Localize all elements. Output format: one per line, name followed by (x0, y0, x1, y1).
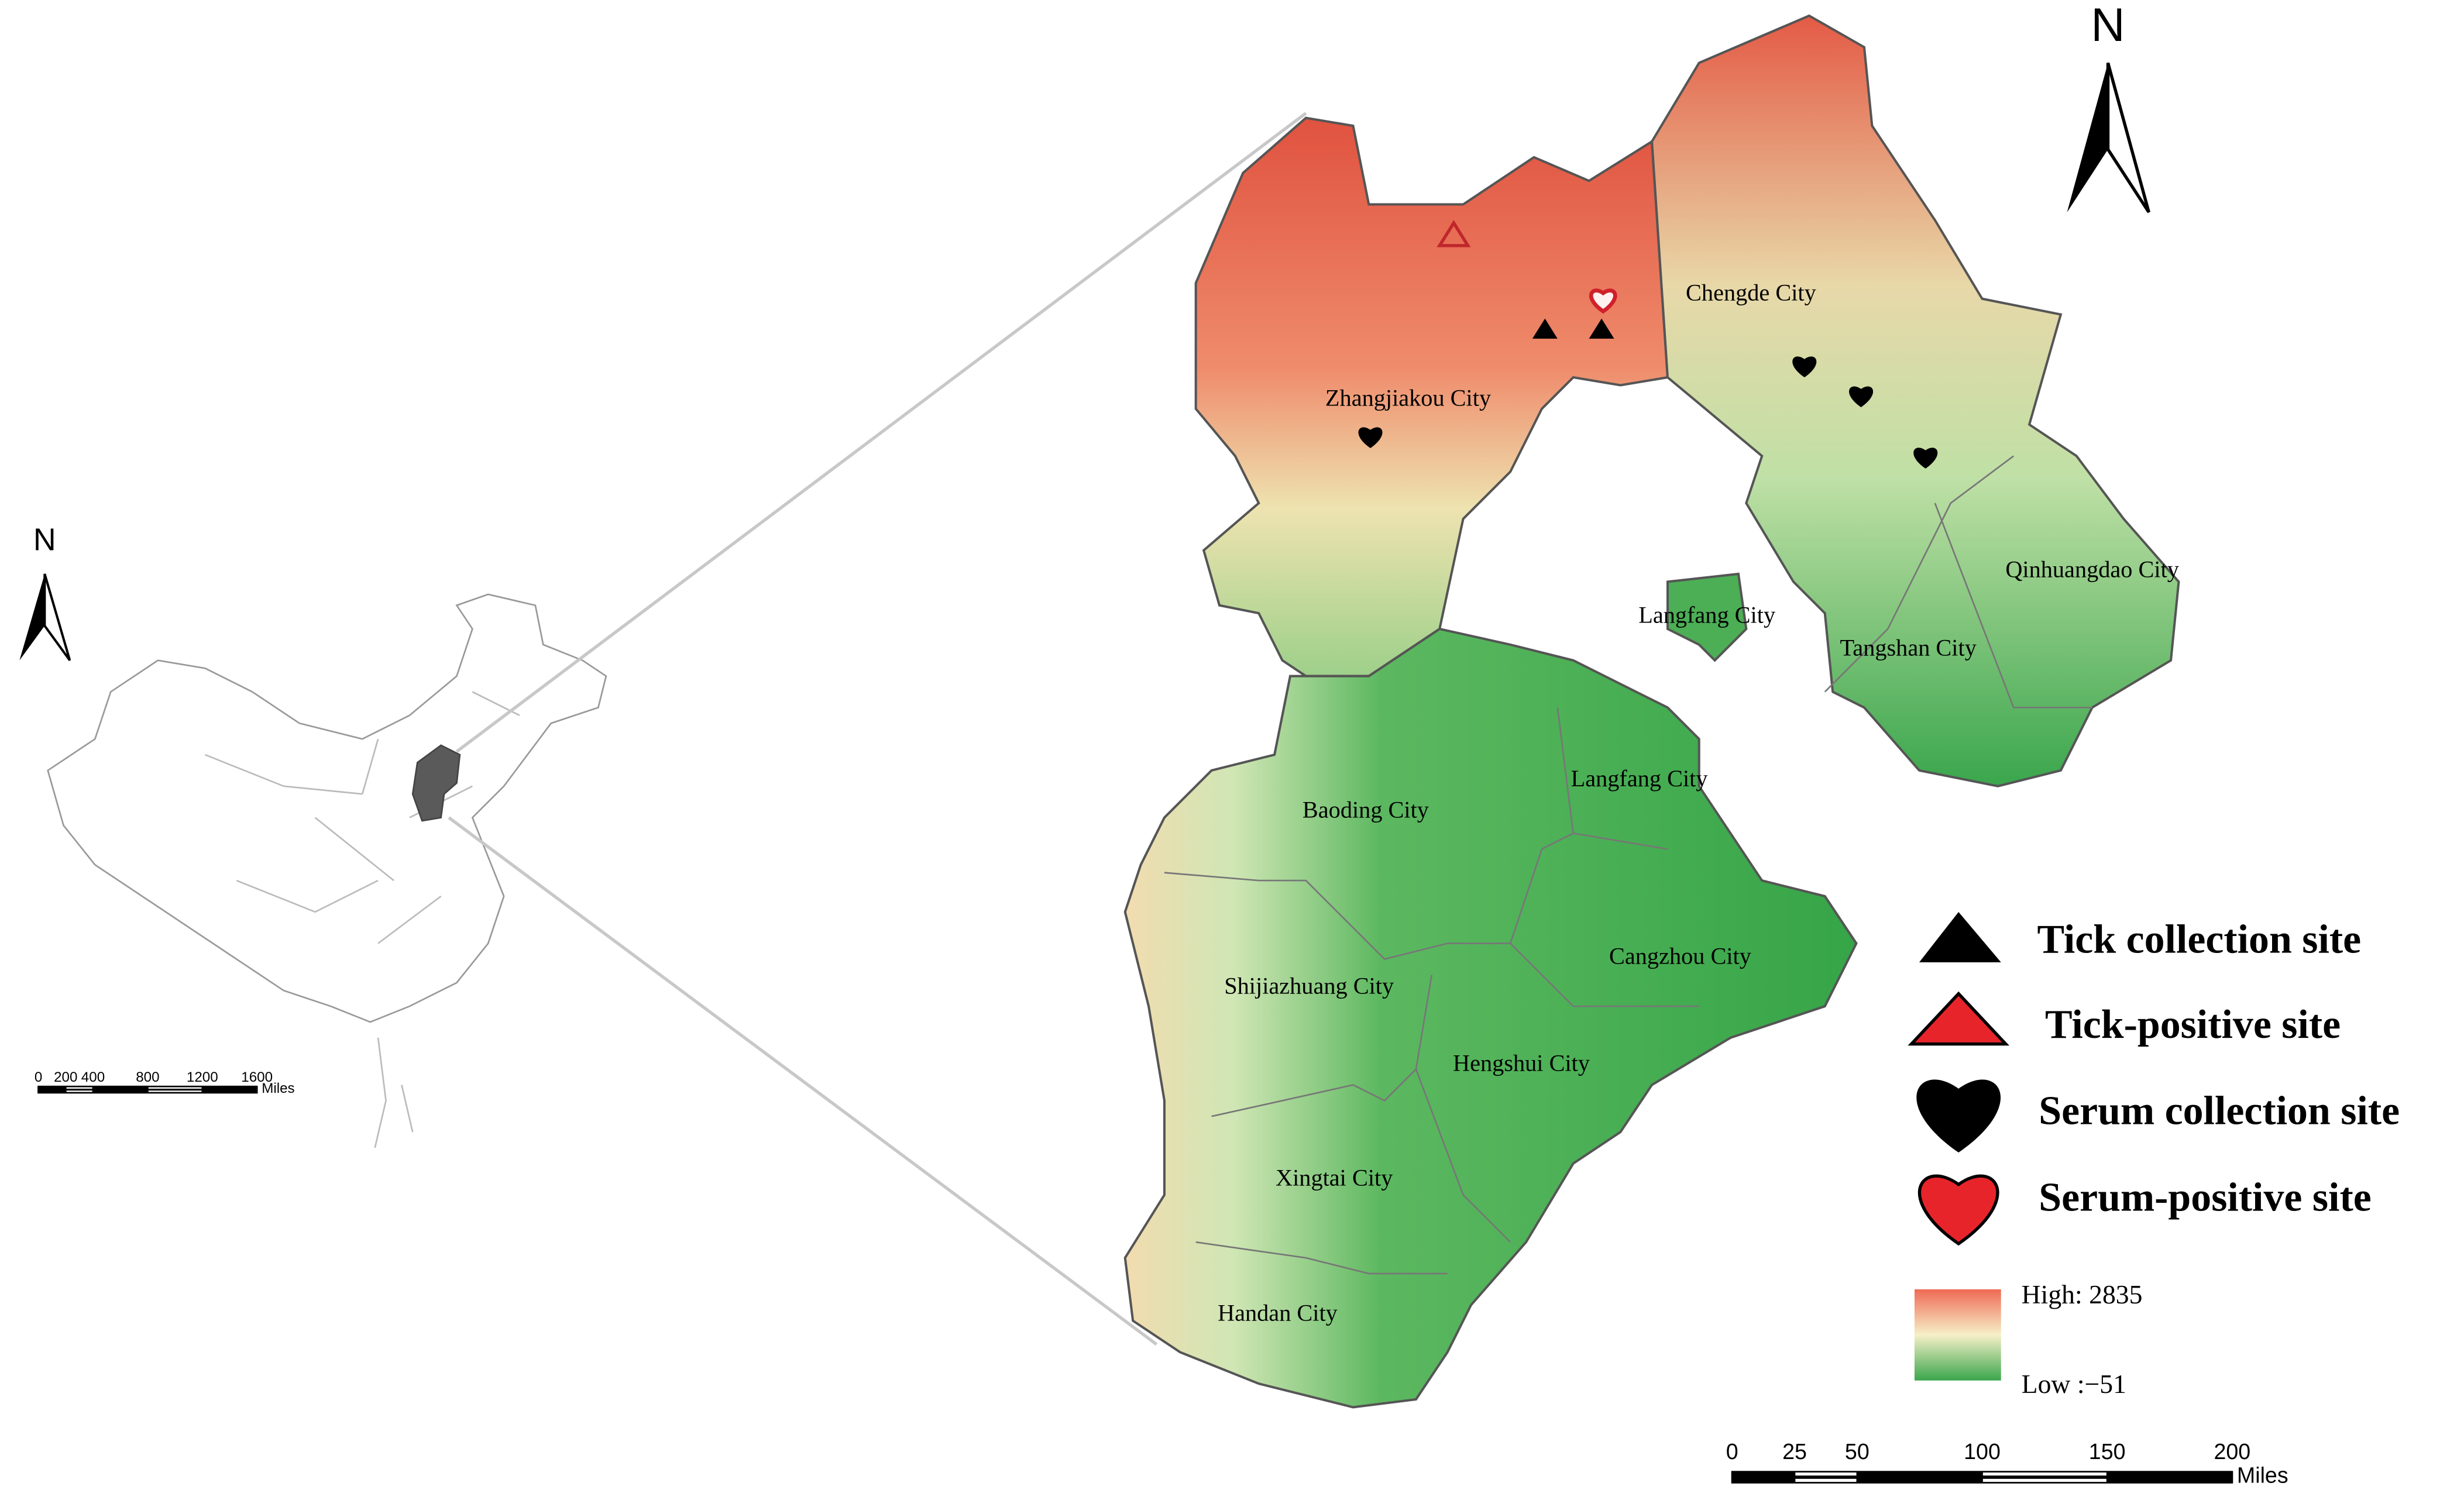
scale-label: 0 (35, 1069, 42, 1085)
tick-site (1589, 318, 1614, 339)
city-label: Langfang City (1638, 601, 1775, 628)
serum-site (1913, 448, 1938, 469)
langfang-enclave (1666, 572, 1748, 662)
scale-unit: Miles (262, 1081, 294, 1096)
elevation-low: Low :−51 (2022, 1369, 2126, 1399)
city-label: Hengshui City (1453, 1050, 1590, 1076)
elevation-high: High: 2835 (2022, 1279, 2143, 1309)
scale-label: 150 (2089, 1439, 2126, 1464)
legend-tick-icon (1919, 911, 2001, 962)
legend-tick-positive-icon (1908, 991, 2010, 1046)
scale-bar-segment (1732, 1471, 1795, 1483)
legend-serum-icon (1916, 1079, 2001, 1153)
city-label: Tangshan City (1840, 635, 1977, 661)
elevation-ramp (1914, 1289, 2001, 1381)
serum-site (1358, 427, 1383, 448)
city-label: Qinhuangdao City (2005, 556, 2179, 582)
scale-label: 0 (1726, 1439, 1738, 1464)
legend: High: 2835 Low :−51 (1908, 911, 2143, 1399)
scale-label: 400 (81, 1069, 105, 1085)
southern-region (1123, 627, 1858, 1409)
legend-label: Serum-positive site (2039, 1175, 2372, 1220)
scale-label: 25 (1782, 1439, 1807, 1464)
scale-bar-segment (38, 1086, 66, 1093)
scale-label: 50 (1845, 1439, 1870, 1464)
scale-label: 1200 (187, 1069, 218, 1085)
city-label: Cangzhou City (1609, 943, 1751, 969)
scale-label: 200 (2214, 1439, 2250, 1464)
scale-bar-segment (202, 1086, 257, 1093)
scale-label: 200 (54, 1069, 77, 1085)
islands (374, 1037, 414, 1148)
scale-bar-segment (1857, 1471, 1982, 1483)
serum-site (1792, 356, 1817, 378)
city-label: Handan City (1218, 1300, 1338, 1326)
tick-positive-site (1437, 220, 1471, 247)
scale-bar-segment (1795, 1475, 1857, 1479)
zoom-line (448, 816, 1158, 1346)
scale-bar-segment (66, 1088, 93, 1091)
north-arrow (19, 573, 45, 660)
site-markers (1358, 220, 1938, 469)
hebei-inset (411, 744, 461, 822)
north-arrow (43, 573, 71, 661)
city-boundaries (1164, 455, 2092, 1275)
north-arrow (2106, 62, 2150, 214)
northern-region (1194, 116, 1669, 677)
scale-label: 1600 (241, 1069, 273, 1085)
zoom-line (455, 112, 1307, 753)
legend-label: Tick collection site (2037, 917, 2362, 962)
serum-positive-site (1589, 288, 1617, 314)
northeast-region (1651, 14, 2180, 787)
city-label: Shijiazhuang City (1224, 973, 1394, 999)
city-label: Langfang City (1571, 765, 1708, 792)
scale-label: 800 (136, 1069, 159, 1085)
scale-bar-segment (2107, 1471, 2232, 1483)
scale-bar-segment (147, 1088, 202, 1091)
city-label: Zhangjiakou City (1325, 384, 1491, 411)
city-label: Baoding City (1303, 797, 1429, 823)
scale-bar-segment (1982, 1475, 2108, 1479)
serum-site (1849, 386, 1874, 408)
inset-map (47, 593, 607, 1148)
scale-label: 100 (1964, 1439, 2001, 1464)
city-label: Chengde City (1686, 279, 1816, 305)
tick-site (1532, 318, 1558, 339)
north-arrow (2067, 63, 2108, 212)
china-outline (47, 593, 607, 1023)
north-label: N (2091, 0, 2125, 51)
main-map (1123, 14, 2180, 1409)
scale-unit: Miles (2237, 1463, 2288, 1487)
legend-label: Tick-positive site (2045, 1002, 2341, 1047)
city-label: Xingtai City (1276, 1164, 1393, 1191)
legend-serum-positive-icon (1917, 1174, 1999, 1246)
north-label: N (33, 522, 56, 558)
legend-label: Serum collection site (2039, 1089, 2400, 1134)
scale-bar-segment (92, 1086, 148, 1093)
